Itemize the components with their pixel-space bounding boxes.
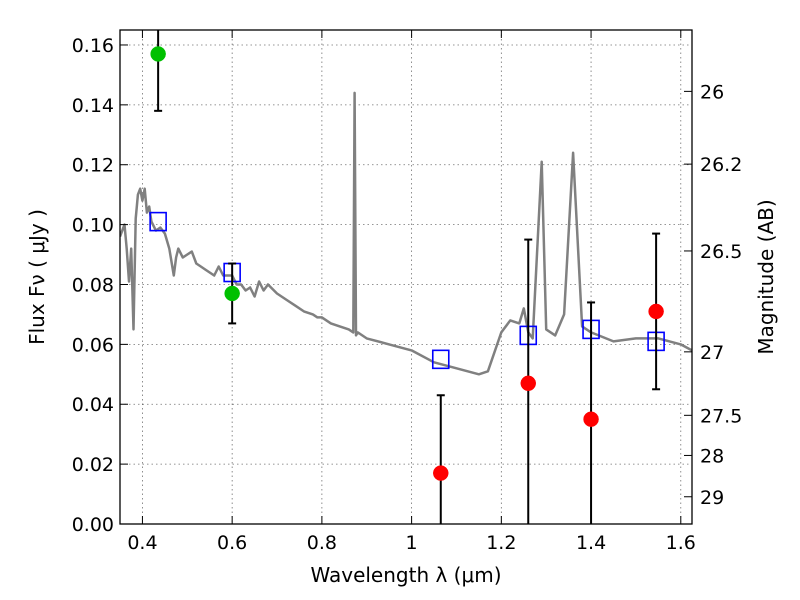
axes-frame <box>119 29 693 525</box>
x-tick-label: 1.6 <box>666 532 696 554</box>
right-tick-label: 27.5 <box>700 405 742 427</box>
x-tick-label: 0.6 <box>217 532 247 554</box>
observed-flux-point <box>224 285 240 302</box>
right-tick-label: 26 <box>700 81 724 103</box>
plot-clipped-group <box>120 30 692 524</box>
x-tick-label: 1 <box>406 532 418 554</box>
right-tick-label: 27 <box>700 342 724 364</box>
model-photometry-square <box>431 349 450 370</box>
right-tick-label: 26.5 <box>700 241 742 263</box>
y-tick-label: 0.16 <box>72 35 114 57</box>
right-tick-label: 26.2 <box>700 154 742 176</box>
right-axis-label: Magnitude (AB) <box>754 199 778 354</box>
y-tick-label: 0.04 <box>72 394 114 416</box>
right-tick-label: 29 <box>700 487 724 509</box>
x-tick-label: 1.2 <box>486 532 516 554</box>
y-tick-label: 0.14 <box>72 95 114 117</box>
axis-ticks: 0.4 0.6 0.8 1 1.2 1.4 1.6 0.00 0.02 0.04 0.06 0.08 0… <box>72 30 742 554</box>
observed-flux-point <box>520 375 537 392</box>
right-tick-label: 28 <box>700 445 724 467</box>
y-tick-label: 0.00 <box>72 514 114 536</box>
plot-area <box>120 30 692 524</box>
x-tick-label: 0.8 <box>307 532 337 554</box>
model-photometry-square <box>149 211 167 232</box>
y-tick-label: 0.02 <box>72 454 114 476</box>
observed-flux-point <box>150 46 166 62</box>
observed-flux-point <box>583 411 599 427</box>
y-tick-label: 0.12 <box>72 155 114 177</box>
x-tick-label: 1.4 <box>576 532 606 554</box>
observed-flux-point <box>648 303 664 320</box>
y-tick-label: 0.10 <box>72 215 114 237</box>
y-axis-label: Flux Fν ( μJy ) <box>25 209 49 345</box>
observed-flux-point <box>433 465 449 481</box>
y-tick-label: 0.08 <box>72 274 114 296</box>
x-tick-label: 0.4 <box>127 532 157 554</box>
x-axis-label: Wavelength λ (μm) <box>310 563 501 587</box>
y-tick-label: 0.06 <box>72 334 114 356</box>
